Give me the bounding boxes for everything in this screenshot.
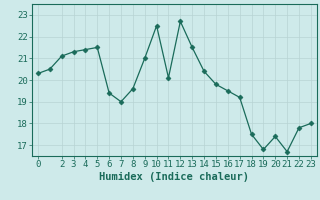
X-axis label: Humidex (Indice chaleur): Humidex (Indice chaleur) xyxy=(100,172,249,182)
